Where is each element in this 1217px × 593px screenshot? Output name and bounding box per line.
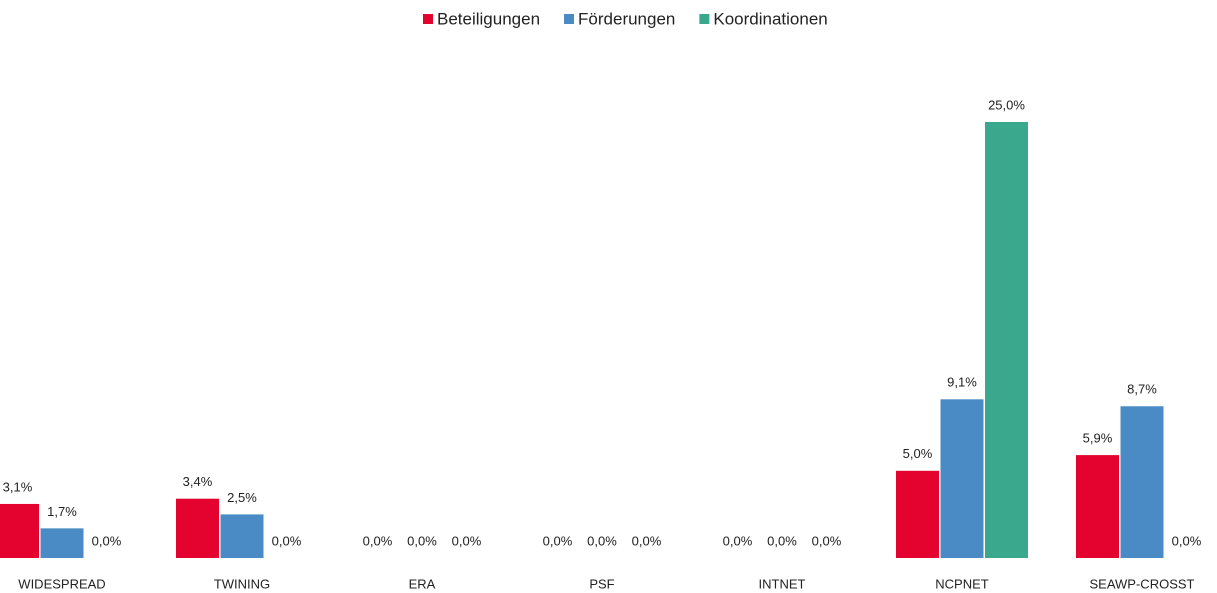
value-label: 0,0% (812, 533, 842, 548)
x-tick-label: PSF (589, 576, 614, 591)
legend-label: Förderungen (578, 9, 675, 28)
x-tick-label: INTNET (759, 576, 806, 591)
bar (0, 503, 39, 558)
value-label: 0,0% (272, 533, 302, 548)
value-label: 0,0% (407, 533, 437, 548)
legend-label: Koordinationen (713, 9, 827, 28)
value-label: 5,0% (903, 446, 933, 461)
bar (40, 528, 84, 558)
bar (220, 514, 264, 558)
bar (896, 470, 939, 558)
value-label: 0,0% (767, 533, 797, 548)
legend-label: Beteiligungen (437, 9, 540, 28)
legend-swatch (423, 14, 433, 24)
value-label: 5,9% (1083, 431, 1113, 446)
legend-swatch (699, 14, 710, 24)
value-label: 0,0% (363, 533, 393, 548)
value-label: 0,0% (723, 533, 753, 548)
value-label: 0,0% (543, 533, 573, 548)
bar (1120, 406, 1164, 558)
value-label: 3,1% (3, 479, 33, 494)
x-tick-label: TWINING (214, 576, 270, 591)
value-label: 0,0% (452, 533, 482, 548)
x-tick-label: WIDESPREAD (18, 576, 105, 591)
bar (985, 122, 1028, 558)
value-label: 8,7% (1127, 382, 1157, 397)
value-label: 0,0% (632, 533, 662, 548)
value-label: 25,0% (988, 97, 1025, 112)
value-label: 0,0% (1172, 533, 1202, 548)
bar (176, 498, 219, 558)
value-label: 0,0% (92, 533, 122, 548)
bar (940, 399, 984, 558)
value-label: 0,0% (587, 533, 617, 548)
x-tick-label: NCPNET (935, 576, 989, 591)
legend-swatch (564, 14, 575, 24)
value-label: 1,7% (47, 504, 77, 519)
bar (1076, 455, 1119, 558)
x-tick-label: ERA (409, 576, 436, 591)
value-label: 9,1% (947, 375, 977, 390)
x-tick-label: SEAWP-CROSST (1090, 576, 1195, 591)
value-label: 2,5% (227, 490, 257, 505)
value-label: 3,4% (183, 474, 213, 489)
